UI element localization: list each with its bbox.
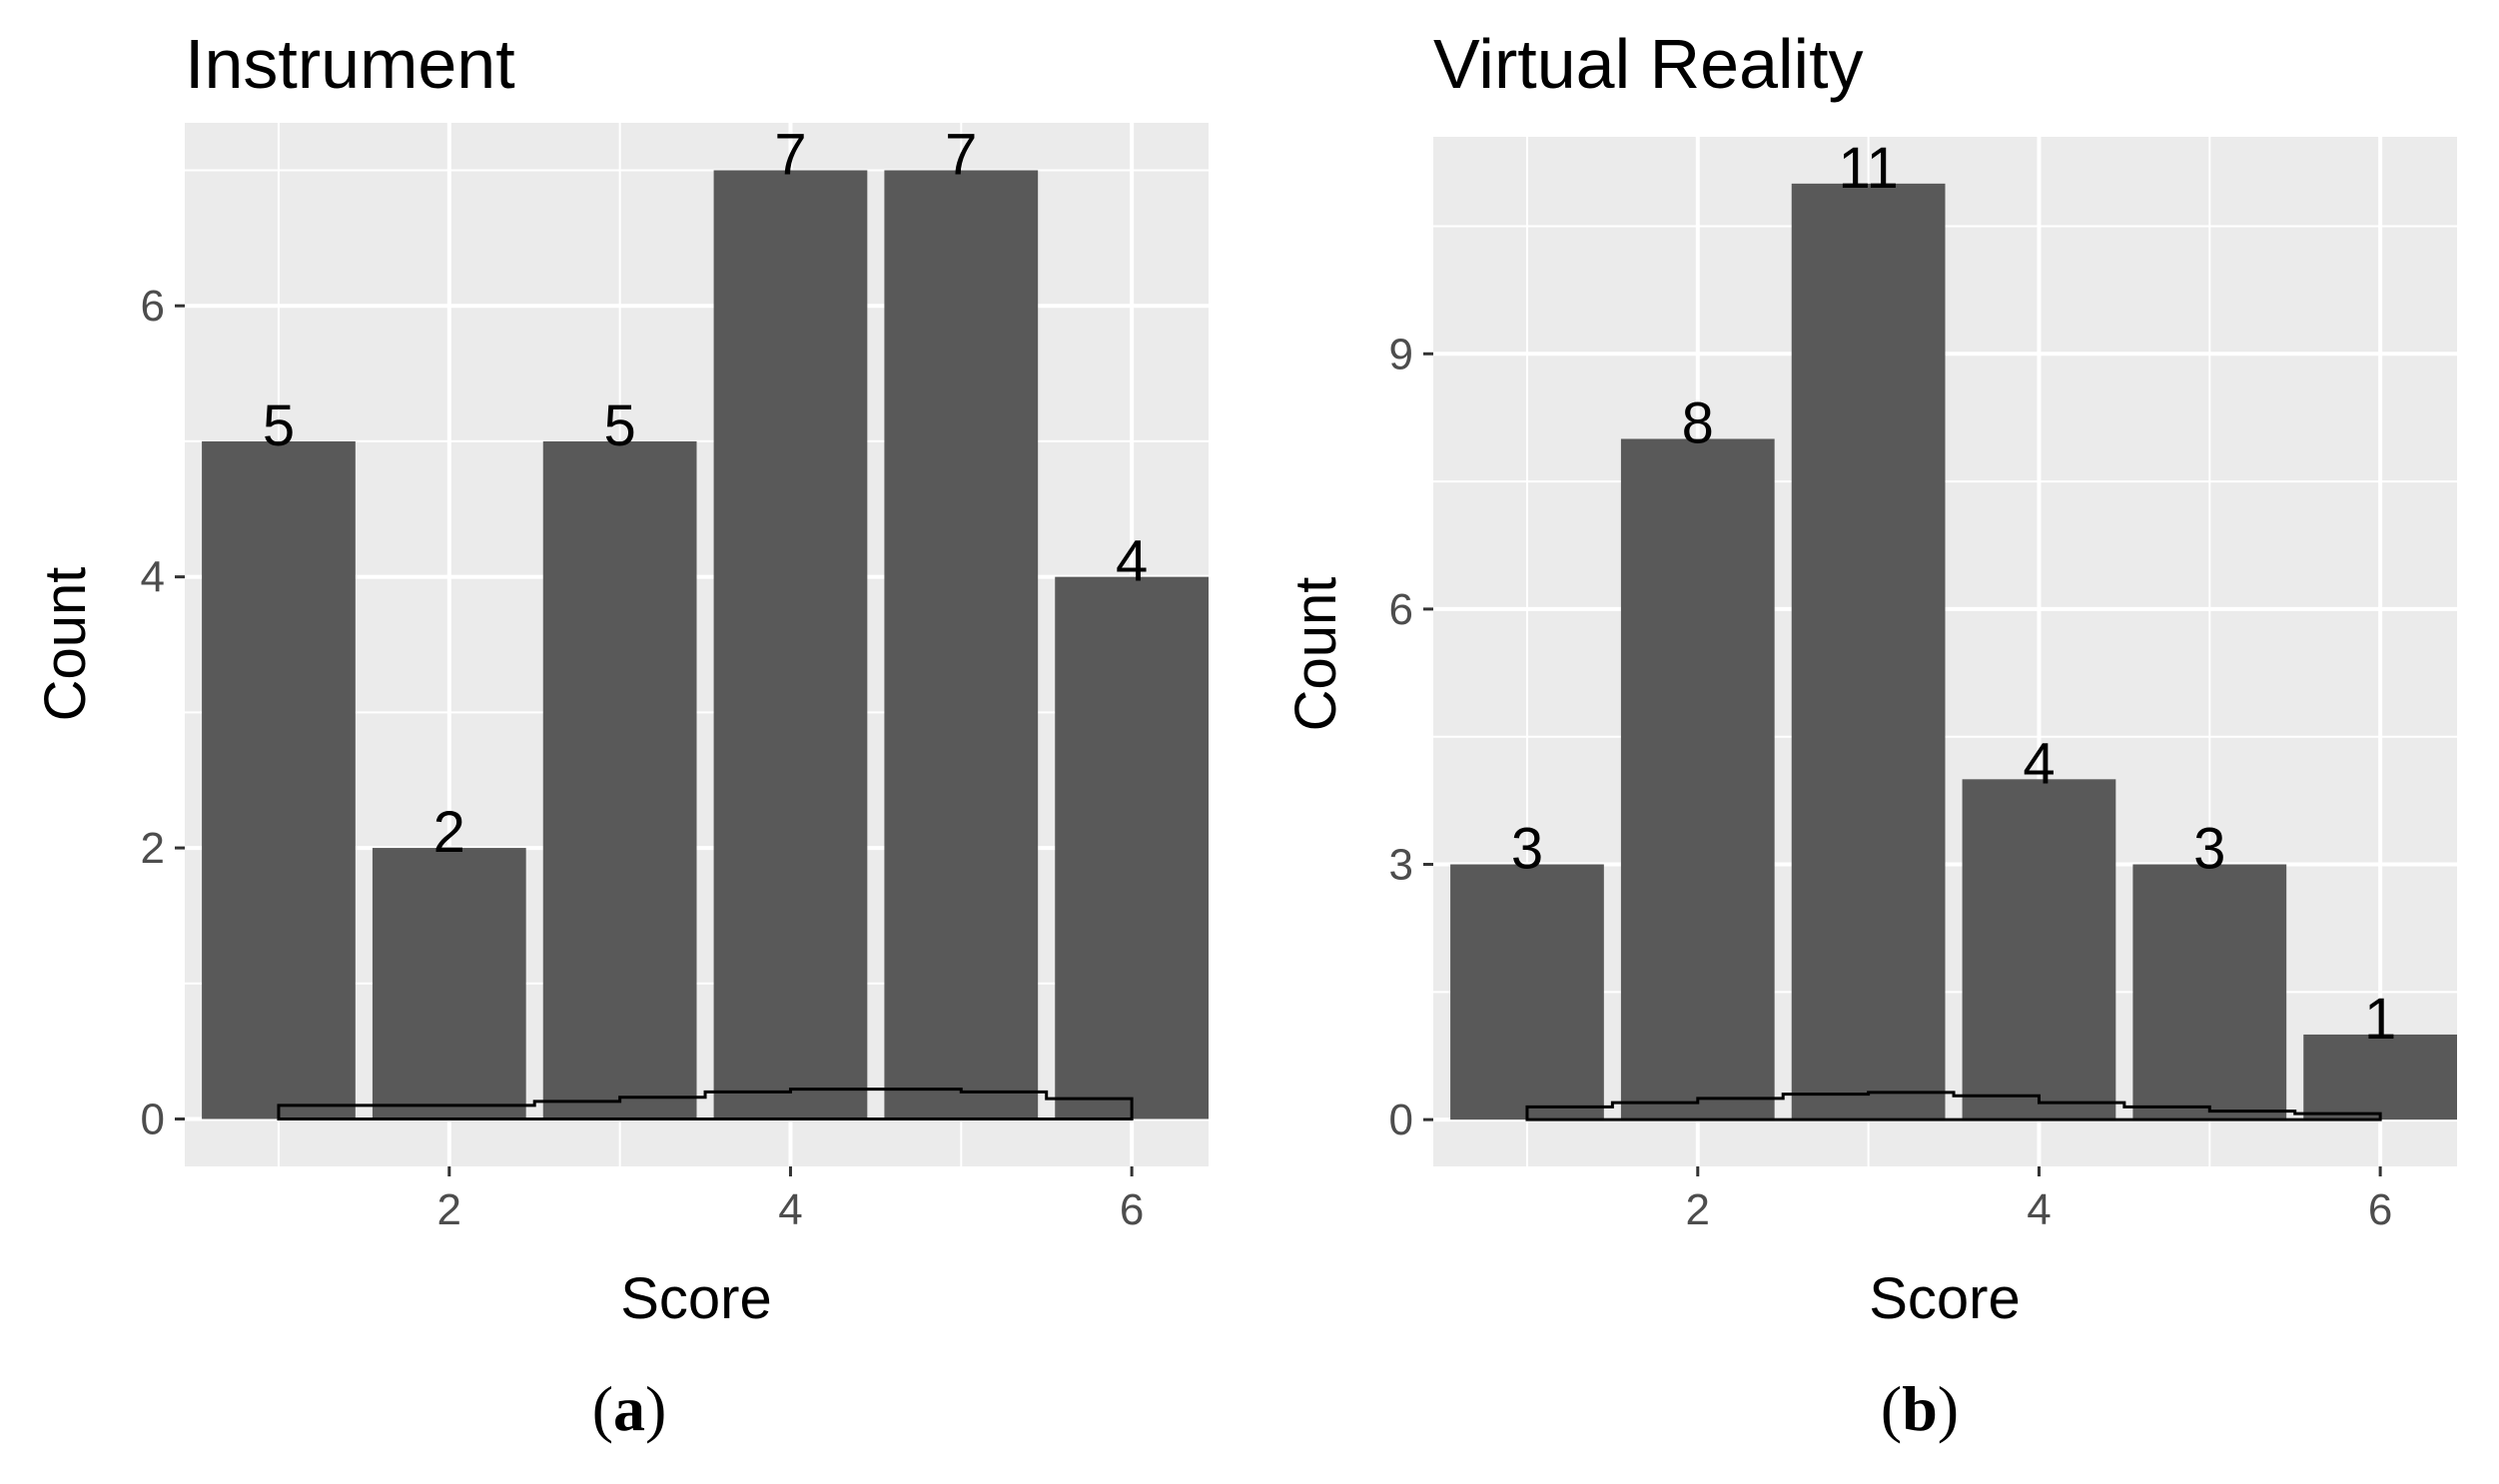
data-label: 7 [945,123,977,188]
bar [2303,1034,2457,1120]
density-curve [277,1088,1134,1120]
data-label: 5 [263,393,295,458]
y-tick-label: 9 [1389,330,1413,378]
y-tick-label: 0 [1389,1096,1413,1144]
figure-caption: (b) [1881,1373,1959,1444]
density-outline [277,1088,1134,1120]
data-label: 11 [1839,136,1899,201]
data-labels: 5 2 5 7 7 4 [263,123,1148,866]
bar [1962,779,2116,1120]
y-axis-title: Count [1283,577,1348,732]
bar [1450,864,1604,1120]
chart-instrument: Instrument 5 2 5 7 7 4 0 2 4 6 2 4 6 Count Score (… [33,25,1209,1444]
x-axis-title: Score [620,1266,772,1331]
bar [202,440,356,1119]
data-label: 8 [1682,390,1714,455]
y-tick-label: 4 [141,553,165,602]
bar [1620,438,1775,1120]
chart-virtual-reality: Virtual Reality 3 8 11 4 3 1 0 3 6 9 2 4 6 Count S… [1283,25,2457,1444]
data-label: 4 [2023,731,2055,796]
x-axis-title: Score [1869,1266,2021,1331]
x-axis: 2 4 6 [437,1166,1144,1234]
data-label: 5 [603,393,635,458]
bar [1055,576,1209,1119]
y-tick-label: 3 [1389,841,1413,890]
bar [713,170,868,1119]
bars [1450,183,2457,1120]
chart-title: Instrument [185,25,515,103]
bar [542,440,697,1119]
figure-caption: (a) [592,1373,667,1444]
bar [884,170,1039,1119]
caption-letter: b [1902,1373,1938,1444]
data-label: 1 [2364,987,2396,1052]
data-label: 4 [1116,529,1148,594]
data-label: 2 [433,800,465,865]
x-axis: 2 4 6 [1686,1166,2392,1234]
density-curve [1525,1091,2382,1121]
data-label: 3 [1511,817,1543,882]
caption-letter: a [613,1373,645,1444]
bar [2132,864,2287,1120]
x-tick-label: 6 [2368,1185,2392,1234]
data-labels: 3 8 11 4 3 1 [1511,136,2396,1052]
density-outline [1525,1091,2382,1121]
chart-title: Virtual Reality [1433,25,1864,103]
y-axis: 0 2 4 6 [141,282,185,1144]
x-tick-label: 2 [1686,1185,1710,1234]
x-tick-label: 6 [1120,1185,1144,1234]
y-axis: 0 3 6 9 [1389,330,1433,1144]
x-tick-label: 4 [778,1185,802,1234]
data-label: 3 [2193,817,2225,882]
y-tick-label: 0 [141,1096,165,1144]
data-label: 7 [774,123,806,188]
bar [1791,183,1946,1120]
bars [202,170,1209,1119]
y-tick-label: 2 [141,824,165,873]
y-axis-title: Count [33,567,98,722]
bar [372,848,526,1119]
y-tick-label: 6 [141,282,165,331]
x-tick-label: 4 [2027,1185,2051,1234]
y-tick-label: 6 [1389,585,1413,634]
x-tick-label: 2 [437,1185,461,1234]
